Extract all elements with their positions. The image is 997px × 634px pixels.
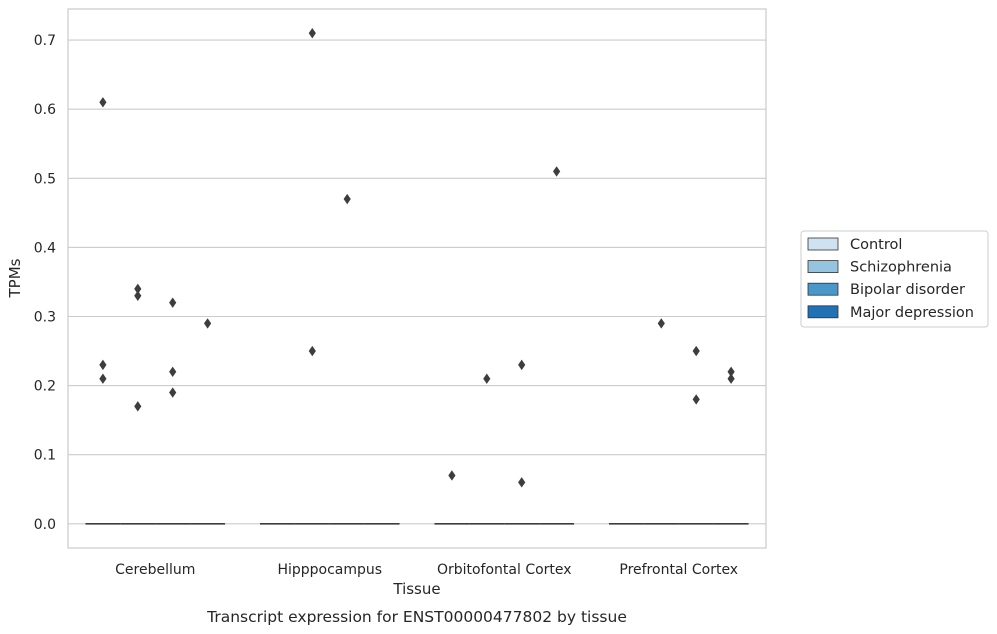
- y-tick-label: 0.5: [34, 171, 56, 187]
- outlier-marker: [727, 366, 735, 377]
- outlier-marker: [692, 345, 700, 357]
- outlier-marker: [99, 97, 107, 108]
- outlier-marker: [134, 290, 142, 301]
- outlier-marker: [169, 366, 177, 377]
- grid-lines: [68, 39, 766, 525]
- outlier-marker: [308, 27, 316, 39]
- legend-swatch: [807, 237, 839, 251]
- y-tick-label: 0.3: [34, 310, 56, 326]
- outlier-marker: [134, 283, 142, 295]
- x-tick-label: Cerebellum: [115, 562, 195, 578]
- legend-frame: [800, 230, 989, 328]
- y-tick-label: 0.0: [34, 517, 56, 533]
- x-tick-label: Orbitofontal Cortex: [437, 562, 572, 578]
- legend-swatch: [807, 305, 839, 319]
- x-tick-label: Prefrontal Cortex: [619, 562, 738, 578]
- legend-swatch: [807, 260, 839, 274]
- legend-label: Control: [850, 237, 902, 253]
- outlier-marker: [518, 477, 526, 488]
- outlier-marker: [448, 470, 456, 481]
- y-tick-label: 0.7: [34, 33, 56, 49]
- outlier-marker: [99, 359, 107, 371]
- legend-label: Schizophrenia: [850, 260, 952, 276]
- y-tick-label: 0.4: [34, 240, 56, 256]
- y-tick-label: 0.6: [34, 102, 56, 118]
- outlier-marker: [134, 401, 142, 412]
- outlier-marker: [483, 373, 491, 384]
- y-tick-label: 0.2: [34, 379, 56, 395]
- legend-items: Control Schizophrenia Bipolar disorder Majo…: [807, 237, 974, 321]
- outlier-marker: [657, 318, 665, 329]
- outlier-marker: [553, 166, 561, 177]
- outlier-marker: [99, 373, 107, 384]
- outlier-marker: [343, 193, 351, 205]
- legend-label: Major depression: [850, 305, 974, 321]
- outlier-marker: [308, 345, 316, 357]
- legend: Control Schizophrenia Bipolar disorder Majo…: [800, 230, 989, 328]
- y-axis-label: TPMs: [6, 258, 24, 298]
- y-axis-ticks: 0.0 0.1 0.2 0.3 0.4 0.5 0.6 0.7: [34, 33, 56, 533]
- legend-label: Bipolar disorder: [850, 282, 965, 298]
- outlier-marker: [204, 318, 212, 329]
- outlier-marker: [518, 359, 526, 371]
- y-tick-label: 0.1: [34, 448, 56, 464]
- outlier-marker: [169, 297, 177, 308]
- chart-caption: Transcript expression for ENST0000047780…: [206, 608, 627, 626]
- x-axis-label: Tissue: [392, 580, 440, 598]
- outlier-points: [99, 27, 735, 488]
- x-tick-label: Hipppocampus: [277, 562, 382, 578]
- plot-frame: [67, 8, 767, 549]
- outlier-marker: [692, 394, 700, 405]
- x-axis-ticks: Cerebellum Hipppocampus Orbitofontal Corte…: [115, 562, 738, 578]
- outlier-marker: [727, 373, 735, 384]
- legend-swatch: [807, 282, 839, 296]
- outlier-marker: [169, 387, 177, 398]
- plot-background: [68, 9, 766, 548]
